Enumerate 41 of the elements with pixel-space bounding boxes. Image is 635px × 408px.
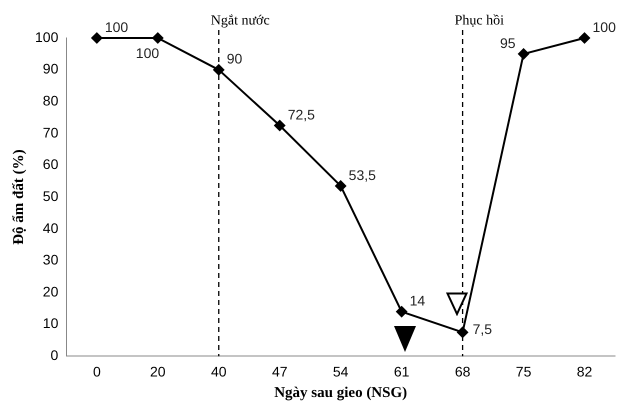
data-label: 95 xyxy=(500,34,516,51)
point xyxy=(457,326,468,338)
data-label: 72,5 xyxy=(288,106,316,122)
data-label: 14 xyxy=(410,292,426,309)
ref-line-label: Ngắt nước xyxy=(210,14,270,29)
y-tick-label: 100 xyxy=(35,28,59,45)
data-label: 90 xyxy=(226,50,243,67)
x-tick-label: 20 xyxy=(150,363,166,380)
ref-line-label: Phục hồi xyxy=(454,14,504,29)
data-label: 53,5 xyxy=(348,166,376,183)
y-axis-title: Độ ẩm đất (%) xyxy=(10,149,27,245)
x-tick-label: 54 xyxy=(332,363,349,380)
point xyxy=(91,32,102,44)
x-tick-label: 47 xyxy=(272,363,288,380)
point xyxy=(335,180,346,192)
x-tick-label: 0 xyxy=(92,363,101,380)
point xyxy=(518,48,530,60)
x-tick-label: 82 xyxy=(576,363,593,380)
point xyxy=(274,120,286,132)
x-tick-label: 40 xyxy=(210,363,227,380)
y-tick-label: 50 xyxy=(42,188,59,204)
y-tick-label: 70 xyxy=(42,124,59,140)
point xyxy=(396,306,408,318)
y-tick-label: 30 xyxy=(42,252,59,268)
data-label: 7,5 xyxy=(472,321,492,338)
y-tick-label: 10 xyxy=(42,315,59,332)
data-label: 100 xyxy=(136,44,160,61)
y-tick-label: 0 xyxy=(50,347,59,364)
x-tick-label: 68 xyxy=(454,363,471,380)
x-tick-label: 75 xyxy=(516,363,532,380)
y-tick-label: 90 xyxy=(42,60,59,77)
y-tick-label: 80 xyxy=(42,92,59,108)
y-tick-label: 40 xyxy=(42,220,59,236)
y-tick-label: 60 xyxy=(42,156,59,172)
data-label: 100 xyxy=(104,18,128,35)
data-label: 100 xyxy=(592,18,616,35)
x-axis-title: Ngày sau gieo (NSG) xyxy=(274,384,408,401)
point xyxy=(152,32,164,44)
y-tick-label: 20 xyxy=(42,283,59,300)
point xyxy=(579,32,590,44)
x-tick-label: 61 xyxy=(394,363,410,380)
